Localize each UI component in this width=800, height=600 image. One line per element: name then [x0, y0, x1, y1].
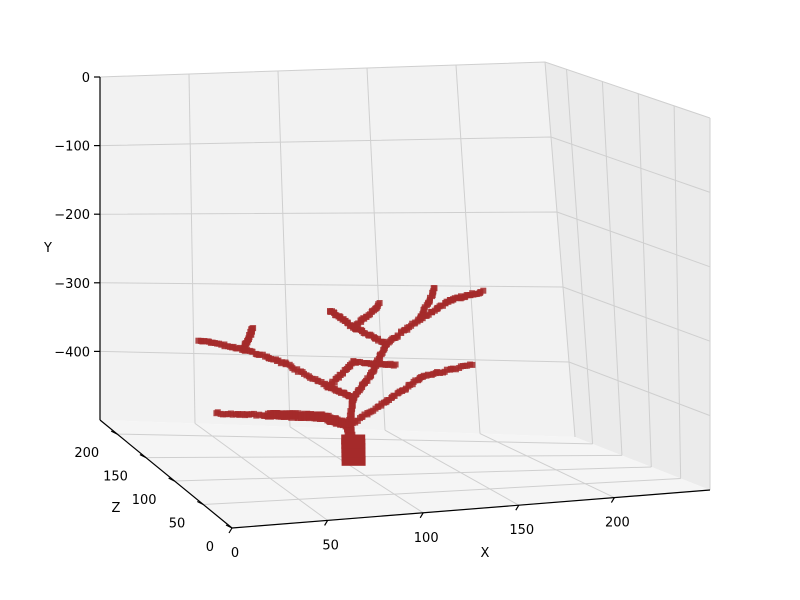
axes-lines: [94, 76, 711, 534]
data-point: [252, 350, 259, 357]
data-point: [204, 338, 211, 345]
data-point: [327, 308, 333, 314]
data-point: [417, 316, 424, 323]
x-tick-label: 100: [414, 531, 439, 546]
grid-line-z-right: [601, 81, 623, 456]
grid-line-x-back: [366, 67, 386, 431]
right-pane: [545, 62, 710, 490]
z-tick-label: 100: [132, 493, 157, 508]
data-point: [480, 287, 487, 294]
data-point: [239, 411, 246, 417]
data-point: [469, 361, 476, 368]
data-point: [394, 332, 401, 339]
data-point: [443, 366, 450, 373]
x-axis-line: [231, 489, 711, 529]
data-point: [392, 361, 399, 368]
grid-line-x-back: [455, 64, 481, 434]
data-point: [376, 300, 383, 306]
data-point: [224, 343, 231, 350]
data-point: [318, 379, 325, 385]
grid-line-z-floor: [145, 454, 622, 459]
x-tick: [515, 504, 520, 511]
data-point: [286, 361, 293, 368]
y-axis-label: Y: [43, 241, 52, 256]
grid-line-z-right: [566, 69, 594, 444]
x-tick: [419, 512, 424, 519]
data-point: [227, 410, 234, 417]
data-point: [436, 370, 443, 376]
data-point: [452, 366, 459, 373]
z-tick: [139, 454, 147, 459]
x-axis-label: X: [481, 546, 490, 561]
x-tick: [228, 527, 233, 534]
z-tick: [197, 500, 204, 506]
data-point: [365, 331, 372, 338]
z-tick-label: 200: [74, 446, 99, 461]
z-tick-label: 150: [103, 470, 128, 485]
y-tick-label: −100: [54, 140, 90, 155]
z-axis-line: [99, 419, 233, 529]
data-point: [425, 371, 431, 378]
z-tick-label: 0: [206, 540, 214, 555]
y-tick-label: −400: [54, 345, 90, 360]
y-tick-label: −200: [54, 208, 90, 223]
tick-labels: 0 50 100 150 200 0 −100 −200 −300 −400 0 50 100 150 20…: [54, 71, 630, 561]
grid-line-x-floor: [479, 433, 615, 499]
data-point: [282, 359, 289, 366]
grid-line-z-right: [673, 105, 682, 479]
grid-line-y: [99, 136, 711, 193]
x-tick-label: 150: [509, 523, 534, 538]
x-tick: [324, 520, 329, 526]
data-point: [431, 285, 438, 292]
x-tick-label: 50: [322, 538, 339, 553]
data-point: [341, 434, 366, 445]
data-point: [221, 341, 228, 348]
grid-line-x-back: [544, 61, 576, 438]
grid-line-z-floor: [174, 466, 652, 482]
data-point: [232, 411, 239, 418]
y-tick-label: −300: [54, 277, 90, 292]
data-point: [378, 361, 385, 368]
data-point: [213, 410, 220, 417]
z-tick-label: 50: [169, 517, 186, 532]
data-point: [378, 338, 385, 345]
z-axis-label: Z: [112, 501, 121, 516]
grid-line-y: [99, 61, 711, 119]
grid-line-y: [99, 282, 711, 342]
y-tick-label: 0: [82, 71, 90, 86]
grid-line-y: [99, 211, 711, 268]
grid-line-x-floor: [384, 429, 520, 506]
z-tick: [168, 477, 175, 482]
data-point: [357, 359, 364, 366]
data-points: [195, 285, 487, 466]
x-tick: [610, 497, 615, 503]
z-tick: [110, 430, 118, 435]
x-tick-label: 0: [231, 546, 239, 561]
data-point: [249, 325, 256, 332]
data-point: [259, 412, 266, 419]
grid-line-x-floor: [289, 426, 424, 514]
grid-line-z-right: [637, 93, 652, 467]
grid-line-x-floor: [194, 422, 328, 521]
z-tick: [225, 524, 233, 529]
grid-line-z-floor: [203, 477, 681, 506]
grid-line-x-back: [188, 73, 196, 424]
x-tick-label: 200: [605, 516, 630, 531]
data-point: [195, 337, 202, 344]
